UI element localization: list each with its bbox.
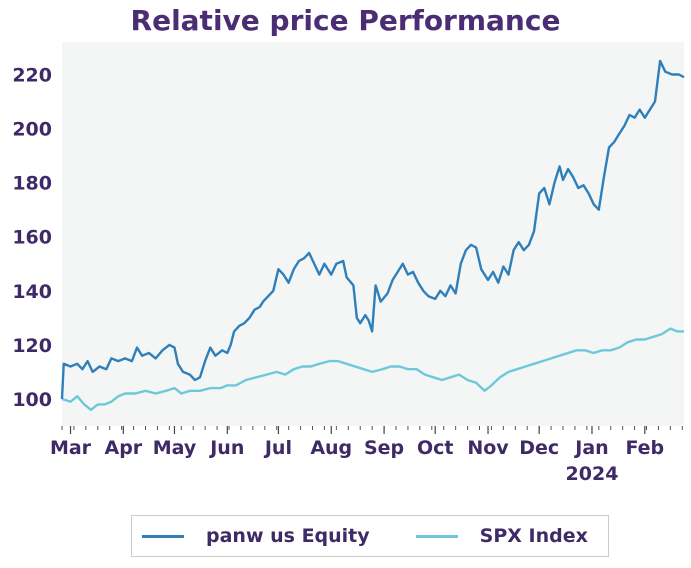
x-tick-label: Dec xyxy=(519,437,559,459)
legend-item-spx: SPX Index xyxy=(415,525,588,547)
legend-label-spx: SPX Index xyxy=(479,525,588,547)
y-tick-label: 220 xyxy=(12,64,52,86)
legend-item-panw: panw us Equity xyxy=(142,525,370,547)
y-tick-label: 140 xyxy=(12,281,52,303)
y-tick-label: 160 xyxy=(12,227,52,249)
series-layer xyxy=(60,59,685,411)
x-tick-label: Oct xyxy=(417,437,454,459)
y-tick-label: 180 xyxy=(12,173,52,195)
x-tick-label: Jun xyxy=(208,437,244,459)
plot-area xyxy=(62,42,684,426)
x-tick-label: Mar xyxy=(50,437,92,459)
y-tick-label: 120 xyxy=(12,335,52,357)
legend-swatch-spx xyxy=(415,534,458,538)
legend-swatch-panw xyxy=(142,534,184,538)
series-line-panw xyxy=(60,59,685,400)
line-chart: 100 120 140 160 180 200 220 Mar Apr May Jun Jul Aug S… xyxy=(12,42,685,485)
x-tick-label: May xyxy=(153,437,197,459)
x-tick-label: Sep xyxy=(364,437,404,459)
x-tick-label: Feb xyxy=(625,437,664,459)
x-tick-label: Nov xyxy=(467,437,509,459)
x-tick-sublabel: 2024 xyxy=(566,463,619,485)
x-tick-label: Jul xyxy=(263,437,292,459)
legend: panw us Equity SPX Index xyxy=(131,515,609,557)
y-tick-label: 100 xyxy=(12,389,52,411)
series-line-spx xyxy=(61,327,684,411)
x-tick-label: Jan xyxy=(573,437,608,459)
x-tick-label: Apr xyxy=(105,437,143,459)
legend-label-panw: panw us Equity xyxy=(206,525,370,547)
x-tick-label: Aug xyxy=(310,437,352,459)
y-tick-label: 200 xyxy=(12,119,52,141)
axis-layer: 100 120 140 160 180 200 220 Mar Apr May Jun Jul Aug S… xyxy=(12,64,683,485)
chart-title: Relative price Performance xyxy=(130,4,561,37)
